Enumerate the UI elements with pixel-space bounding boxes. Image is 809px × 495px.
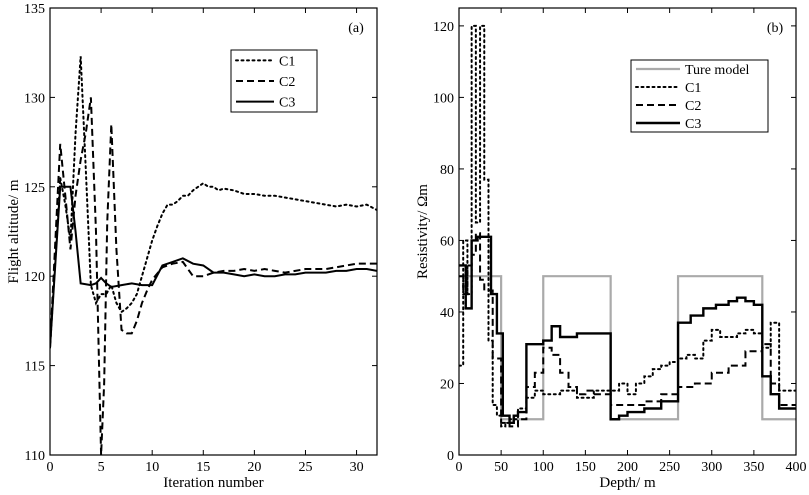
x-tick-label: 25 (298, 460, 312, 475)
legend-label: C3 (685, 117, 701, 132)
legend: C1 C2 C3 (230, 49, 318, 113)
y-tick-label: 130 (24, 91, 45, 106)
legend-label: C2 (685, 99, 701, 114)
x-tick-label: 20 (247, 460, 261, 475)
series-line-c2 (459, 232, 796, 428)
legend-label: Ture model (685, 63, 750, 78)
panel-label: (b) (767, 21, 784, 36)
chart-panel-b: 0 50 100 150 200 250 300 350 400 0 20 40 60 80 100 120 D… (415, 7, 807, 491)
series-line-c1 (459, 24, 796, 428)
y-tick-label: 120 (433, 20, 454, 35)
x-tick-label: 15 (196, 460, 210, 475)
y-tick-label: 40 (440, 306, 454, 321)
series-line-c1 (50, 56, 377, 349)
x-tick-label: 100 (533, 460, 554, 475)
y-tick-label: 115 (25, 360, 45, 375)
series-line-c2 (50, 97, 377, 455)
y-tick-label: 135 (24, 2, 45, 17)
y-tick-label: 0 (447, 449, 454, 464)
legend-label: C2 (279, 75, 295, 90)
legend-label: C3 (279, 96, 295, 111)
y-axis-label: Resistivity/ Ωm (415, 184, 431, 279)
chart-panel-a: 0 5 10 15 20 25 30 110 115 120 125 130 135 Iteration … (6, 2, 378, 491)
y-tick-label: 120 (24, 270, 45, 285)
legend-label: C1 (685, 81, 701, 96)
plot-area (50, 56, 377, 455)
y-tick-label: 20 (440, 377, 454, 392)
x-tick-label: 400 (786, 460, 807, 475)
y-tick-label: 100 (433, 91, 454, 106)
x-tick-label: 5 (98, 460, 105, 475)
y-tick-label: 60 (440, 234, 454, 249)
x-tick-label: 0 (456, 460, 463, 475)
axes-frame (49, 7, 378, 456)
x-axis-label: Depth/ m (599, 475, 656, 490)
x-tick-label: 150 (575, 460, 596, 475)
series-line-c3 (459, 235, 796, 425)
x-tick-label: 0 (47, 460, 54, 475)
y-tick-label: 125 (24, 181, 45, 196)
y-axis-label: Flight altitude/ m (6, 179, 22, 283)
x-tick-label: 300 (701, 460, 722, 475)
x-tick-label: 350 (743, 460, 764, 475)
x-tick-label: 10 (145, 460, 159, 475)
x-tick-label: 50 (494, 460, 508, 475)
x-tick-label: 200 (617, 460, 638, 475)
legend: Ture model C1 C2 C3 (630, 59, 769, 133)
y-tick-label: 110 (25, 449, 45, 464)
x-tick-label: 250 (659, 460, 680, 475)
x-axis-label: Iteration number (163, 475, 263, 490)
series-line-c3 (50, 185, 377, 348)
y-tick-label: 80 (440, 163, 454, 178)
legend-label: C1 (279, 54, 295, 69)
legend-box (630, 59, 769, 133)
panel-label: (a) (348, 21, 364, 36)
plot-area (459, 24, 796, 428)
x-tick-label: 30 (350, 460, 364, 475)
